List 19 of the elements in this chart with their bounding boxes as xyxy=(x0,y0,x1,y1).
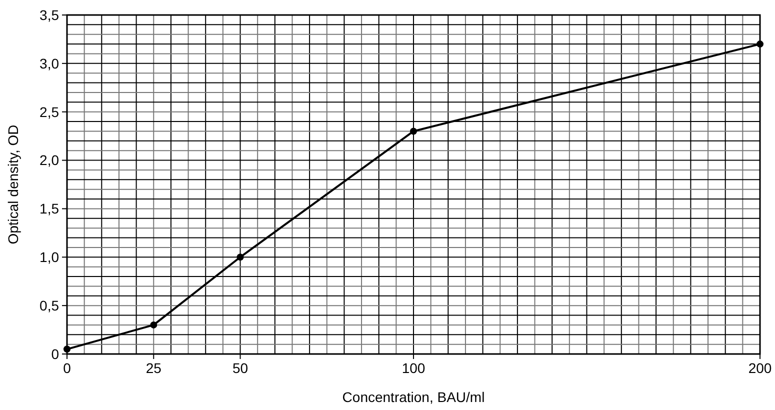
point xyxy=(756,40,764,48)
y-tick-label: 0,5 xyxy=(40,297,60,314)
x-tick-label: 50 xyxy=(232,360,248,376)
y-tick-label: 0 xyxy=(51,346,60,362)
y-axis-title: Optical density, OD xyxy=(5,124,21,244)
y-tick-label: 3,0 xyxy=(40,55,60,72)
y-tick-label: 2,5 xyxy=(40,104,60,120)
point xyxy=(410,128,417,135)
point xyxy=(150,321,158,328)
y-tick-label: 3,5 xyxy=(40,6,60,23)
x-tick-label: 200 xyxy=(748,360,772,376)
x-tick-label: 100 xyxy=(402,360,426,376)
y-tick-label: 2,0 xyxy=(40,152,60,168)
y-tick-label: 1,0 xyxy=(40,249,60,266)
x-tick-label: 0 xyxy=(63,360,72,376)
y-tick-label: 1,5 xyxy=(40,200,60,217)
x-axis-title: Concentration, BAU/ml xyxy=(342,389,485,405)
x-tick-label: 25 xyxy=(146,360,162,376)
point xyxy=(236,254,244,261)
